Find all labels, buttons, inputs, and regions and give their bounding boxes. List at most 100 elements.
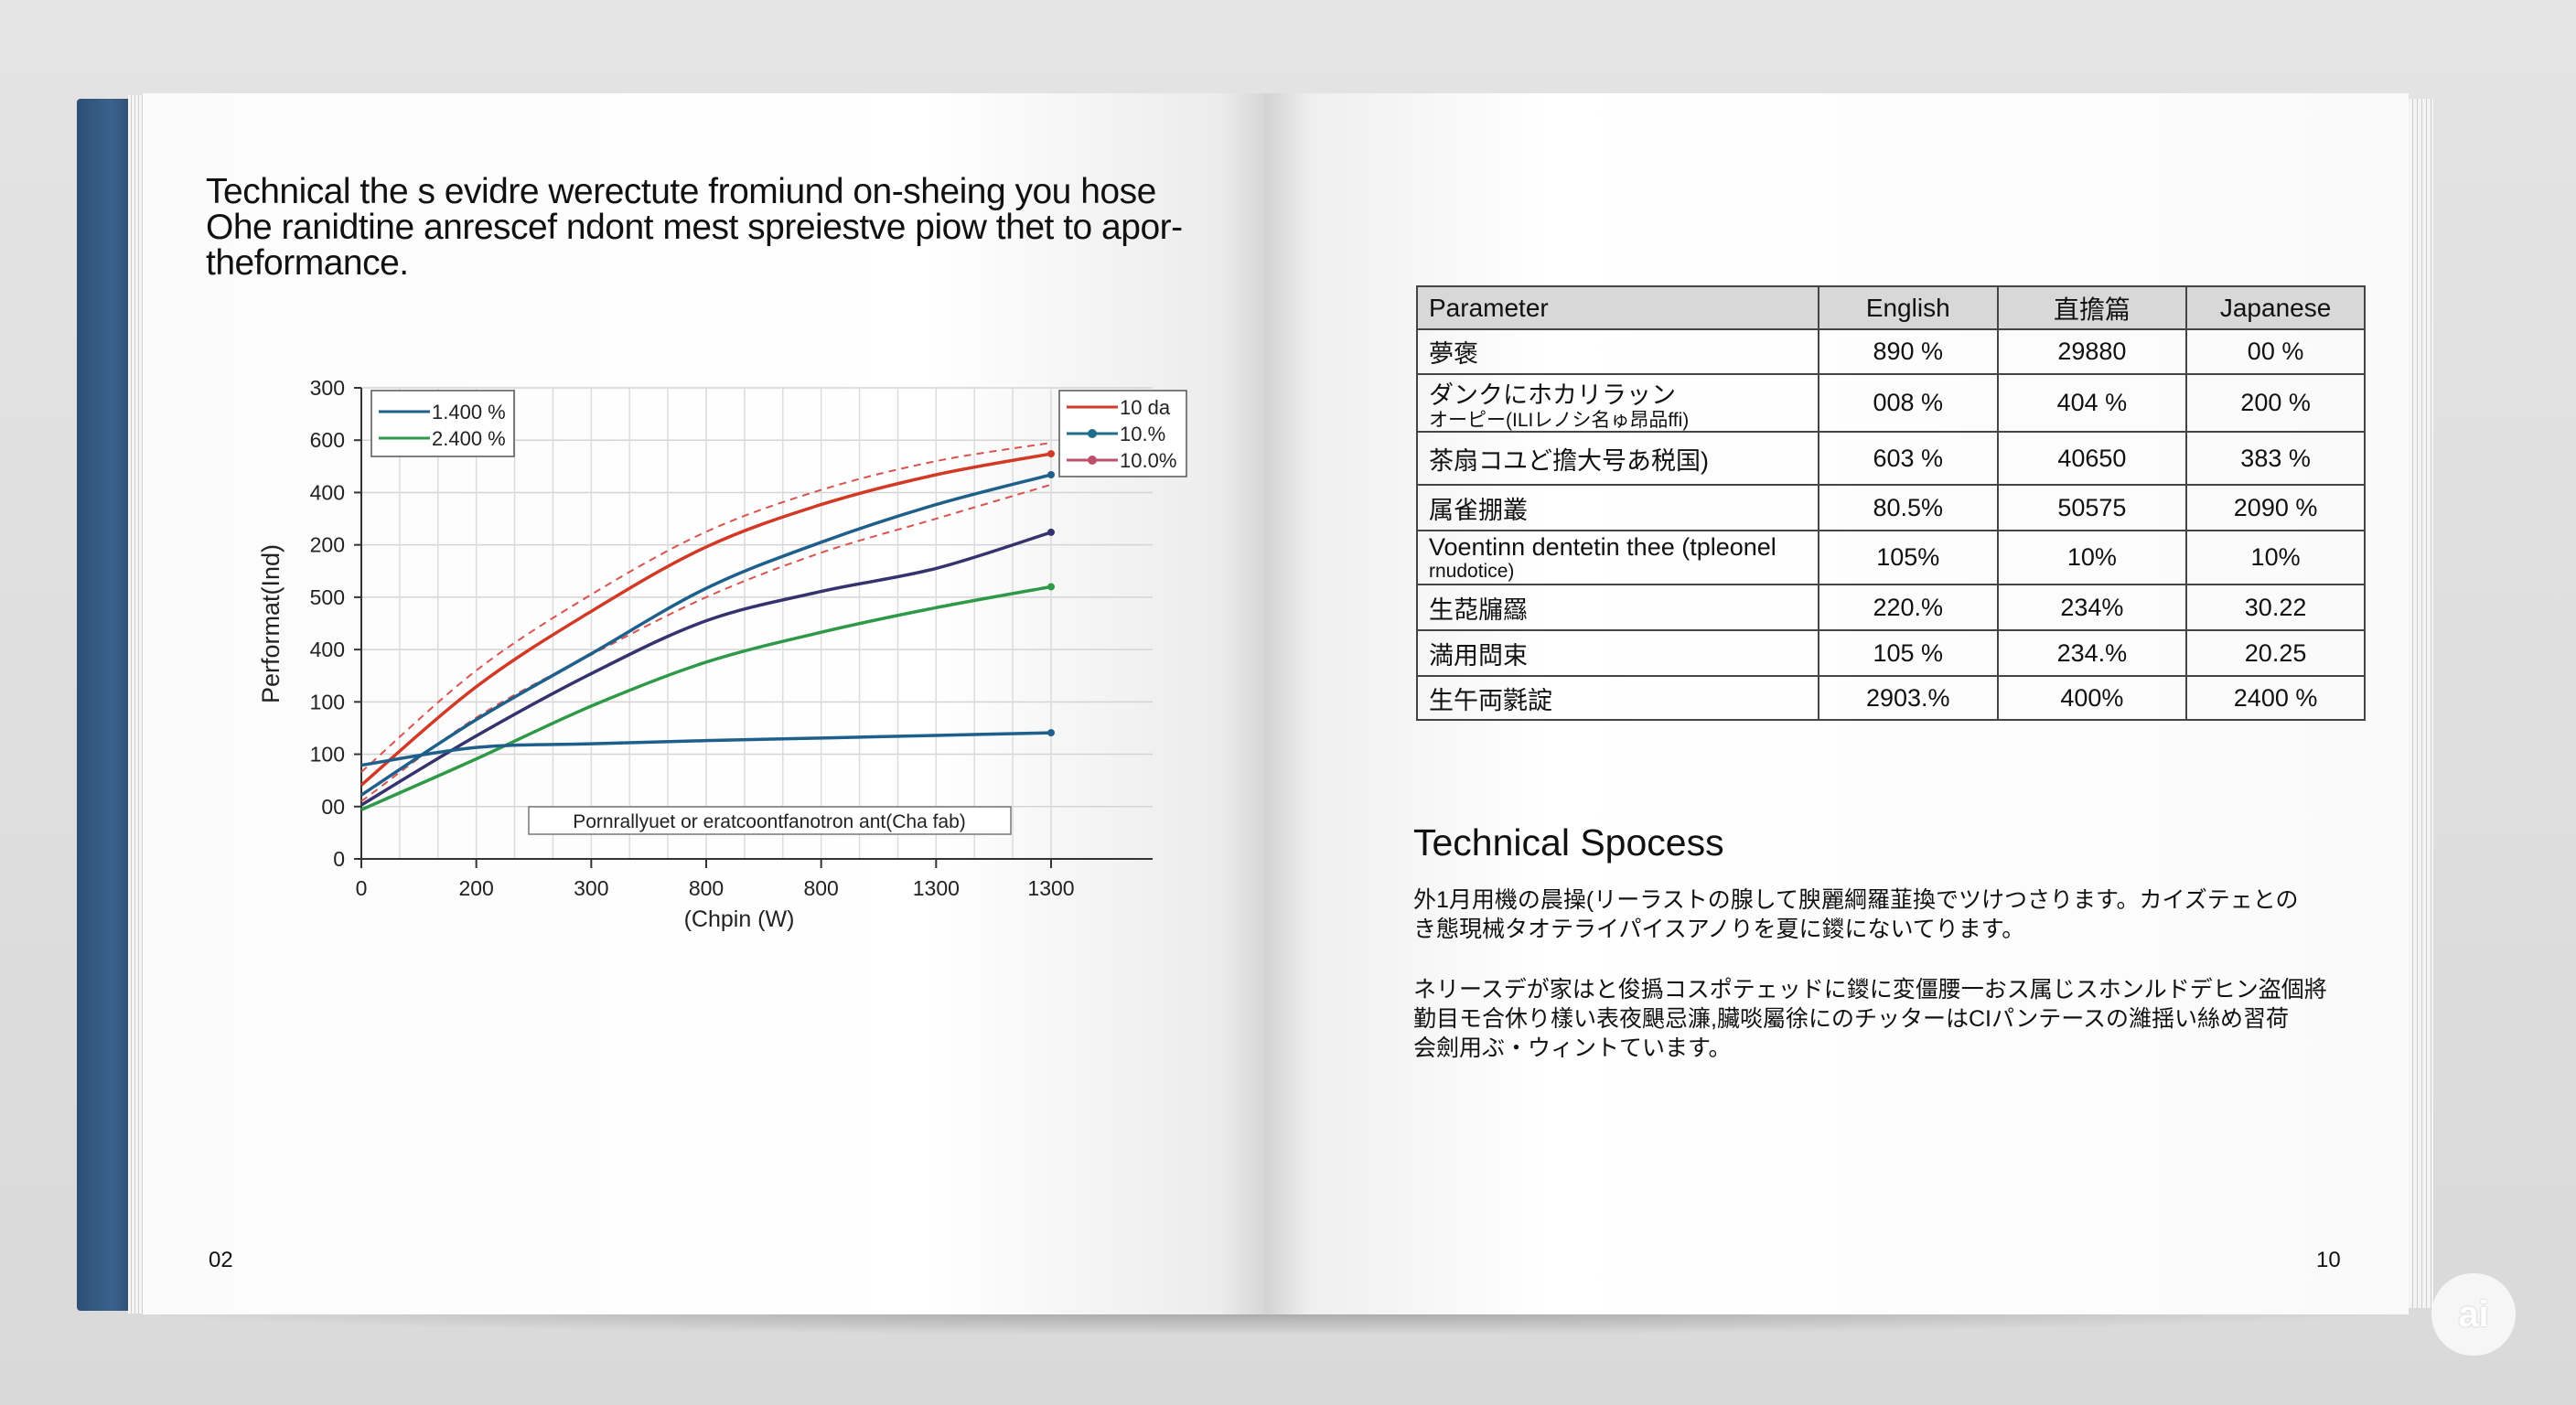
table-row: 満用閊束 105 % 234.% 20.25 bbox=[1416, 629, 2366, 677]
parameter-label: 茶扇コユど擔大号あ税国) bbox=[1429, 446, 1709, 475]
legend-label: 10.0% bbox=[1120, 449, 1176, 472]
page-edges-left bbox=[128, 95, 146, 1314]
series-line-6 bbox=[360, 731, 1052, 767]
table-row: 生莻牖羉 220.% 234% 30.22 bbox=[1416, 584, 2366, 631]
y-tick-label: 600 bbox=[310, 428, 345, 452]
parameter-sublabel: rnudotice) bbox=[1429, 561, 1515, 582]
cell-value: 404 % bbox=[1996, 373, 2188, 433]
y-tick-label: 200 bbox=[310, 533, 345, 557]
cell-value: 105 % bbox=[1817, 629, 1999, 677]
y-tick-label: 500 bbox=[310, 585, 345, 609]
y-tick-label: 400 bbox=[310, 638, 345, 661]
y-tick-label: 0 bbox=[333, 847, 345, 871]
y-axis-title: Performat(Ind) bbox=[257, 544, 284, 703]
x-tick-label: 200 bbox=[458, 876, 493, 900]
series-end-marker bbox=[1047, 729, 1055, 737]
series-end-marker bbox=[1047, 583, 1055, 591]
cell-value: 105% bbox=[1817, 530, 1999, 585]
left-page bbox=[143, 93, 1265, 1314]
ai-watermark: ai bbox=[2431, 1273, 2516, 1356]
cell-value: 10% bbox=[1996, 530, 2188, 585]
legend-label: 10.% bbox=[1120, 423, 1165, 445]
x-tick-label: 0 bbox=[356, 876, 368, 900]
cell-value: 400% bbox=[1996, 675, 2188, 721]
cell-value: 30.22 bbox=[2185, 584, 2366, 631]
y-tick-label: 400 bbox=[310, 480, 345, 504]
paragraph-line: 外1月用機の晨操(リーラストの腺して腴麗綱羅韮換でツけつさります。カイズテェとの bbox=[1413, 887, 2299, 913]
cell-value: 234.% bbox=[1996, 629, 2188, 677]
annotation-box bbox=[528, 806, 1012, 835]
paragraph-1: 外1月用機の晨操(リーラストの腺して腴麗綱羅韮換でツけつさります。カイズテェとの… bbox=[1413, 885, 2369, 944]
cell-value: 008 % bbox=[1817, 373, 1999, 433]
y-tick-label: 300 bbox=[310, 376, 345, 400]
series-line-2 bbox=[360, 483, 1052, 802]
cell-value: 2090 % bbox=[2185, 484, 2366, 531]
parameter-label: 生午両氋諚 bbox=[1429, 686, 1552, 714]
cell-value: 10% bbox=[2185, 530, 2366, 585]
cell-value: 200 % bbox=[2185, 373, 2366, 433]
legend-marker bbox=[1088, 429, 1097, 438]
series-end-marker bbox=[1047, 450, 1055, 458]
series-line-5 bbox=[360, 585, 1052, 811]
paragraph-2: ネリースデが家はと俊撝コスポテェッドに鑁に変僵腰一おス属じスホンルドデヒン盗個… bbox=[1413, 975, 2369, 1063]
cell-value: 00 % bbox=[2185, 328, 2366, 375]
paragraph-line: ネリースデが家はと俊撝コスポテェッドに鑁に変僵腰一おス属じスホンルドデヒン盗個… bbox=[1413, 977, 2327, 1003]
cell-parameter: 属雀掤叢 bbox=[1416, 484, 1819, 531]
book-spine bbox=[77, 99, 135, 1311]
cell-parameter: 生莻牖羉 bbox=[1416, 584, 1819, 631]
page-number-left: 02 bbox=[209, 1248, 233, 1272]
section-title: Technical Spocess bbox=[1413, 821, 1724, 863]
parameter-label: 生莻牖羉 bbox=[1429, 595, 1528, 624]
legend-label: 10 da bbox=[1120, 396, 1171, 419]
series-line-4 bbox=[360, 531, 1052, 807]
cell-parameter: 夢褒 bbox=[1416, 328, 1819, 375]
y-tick-label: 100 bbox=[310, 743, 345, 767]
table-row: 生午両氋諚 2903.% 400% 2400 % bbox=[1416, 675, 2366, 721]
x-tick-label: 800 bbox=[689, 876, 724, 900]
cell-value: 890 % bbox=[1817, 328, 1999, 375]
cell-value: 234% bbox=[1996, 584, 2188, 631]
cell-value: 603 % bbox=[1817, 431, 1999, 486]
cell-parameter: 満用閊束 bbox=[1416, 629, 1819, 677]
left-page-heading: Technical the s evidre werectute fromiun… bbox=[206, 174, 1221, 281]
x-tick-label: 300 bbox=[574, 876, 608, 900]
series-end-marker bbox=[1047, 528, 1055, 536]
legend-marker bbox=[1088, 456, 1097, 465]
parameter-sublabel: オーピー(ILIレノシ名ゅ昂品ffi) bbox=[1429, 410, 1690, 431]
series-line-3 bbox=[360, 473, 1052, 797]
header-col3: 直擔篇 bbox=[1996, 285, 2188, 330]
annotation-text: Pornrallyuet or eratcoontfanotron ant(Ch… bbox=[573, 811, 966, 832]
x-tick-label: 1300 bbox=[1027, 876, 1074, 900]
x-tick-label: 800 bbox=[803, 876, 838, 900]
parameter-label: 夢褒 bbox=[1429, 340, 1478, 368]
cell-value: 383 % bbox=[2185, 431, 2366, 486]
cell-parameter: 茶扇コユど擔大号あ税国) bbox=[1416, 431, 1819, 486]
cell-parameter: ダンクにホカリラッン オーピー(ILIレノシ名ゅ昂品ffi) bbox=[1416, 373, 1819, 433]
cell-value: 40650 bbox=[1996, 431, 2188, 486]
cell-value: 2903.% bbox=[1817, 675, 1999, 721]
legend-label: 2.400 % bbox=[432, 427, 506, 450]
table-row: 属雀掤叢 80.5% 50575 2090 % bbox=[1416, 484, 2366, 531]
legend-label: 1.400 % bbox=[432, 401, 506, 424]
series-line-0 bbox=[360, 452, 1052, 787]
y-tick-label: 100 bbox=[310, 690, 345, 713]
cell-value: 29880 bbox=[1996, 328, 2188, 375]
parameter-label: ダンクにホカリラッン bbox=[1429, 381, 1676, 409]
page-number-right: 10 bbox=[2316, 1248, 2341, 1272]
cell-value: 80.5% bbox=[1817, 484, 1999, 531]
table-row: 夢褒 890 % 29880 00 % bbox=[1416, 328, 2366, 375]
heading-line: Technical the s evidre werectute fromiun… bbox=[206, 172, 1156, 211]
cell-value: 2400 % bbox=[2185, 675, 2366, 721]
paragraph-line: き態現械タオテライパイスアノりを夏に鑁にないてります。 bbox=[1413, 917, 2025, 942]
legend-left bbox=[370, 390, 515, 457]
series-end-marker bbox=[1047, 470, 1055, 478]
header-parameter: Parameter bbox=[1416, 285, 1819, 330]
parameter-table: Parameter English 直擔篇 Japanese 夢褒 890 % 29… bbox=[1416, 285, 2366, 721]
paragraph-line: 勤目モ合休り樣い表夜颶忌濂,臟啖屬徐にのチッターはCIパンテースの濰揺い絲め習荷 bbox=[1413, 1006, 2289, 1032]
parameter-label: Voentinn dentetin thee (tpleonel bbox=[1429, 533, 1776, 561]
cell-parameter: Voentinn dentetin thee (tpleonel rnudotic… bbox=[1416, 530, 1819, 585]
header-japanese: Japanese bbox=[2185, 285, 2366, 330]
cell-parameter: 生午両氋諚 bbox=[1416, 675, 1819, 721]
header-english: English bbox=[1817, 285, 1999, 330]
x-axis-title: (Chpin (W) bbox=[684, 906, 795, 932]
